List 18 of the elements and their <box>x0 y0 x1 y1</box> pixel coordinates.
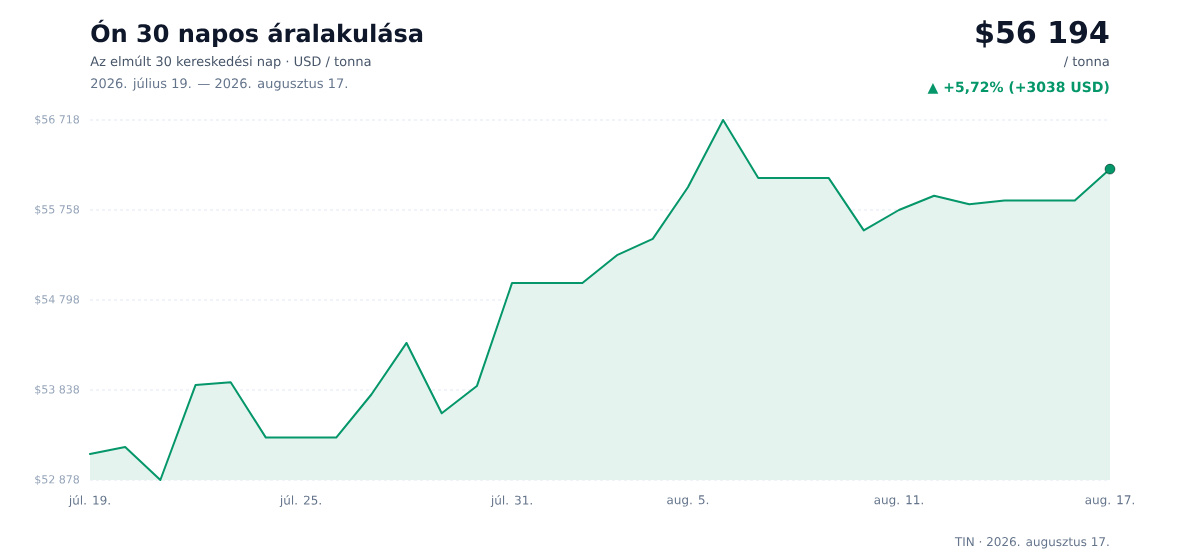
x-tick-label: aug. 5. <box>667 495 709 507</box>
x-tick-label: aug. 11. <box>874 495 923 507</box>
text: $56 194 <box>976 20 1109 48</box>
y-tick-label: $56 718 <box>35 115 80 125</box>
y-tick-label: $52 878 <box>35 475 80 485</box>
y-tick-label: $55 758 <box>35 205 80 215</box>
y-tick-label: $54 798 <box>35 295 80 305</box>
y-tick-label: $53 838 <box>35 385 80 395</box>
text: / tonna <box>1063 56 1109 68</box>
text: 2026. július 19. — 2026. augusztus 17. <box>91 77 347 91</box>
x-tick-label: aug. 17. <box>1085 495 1134 507</box>
text: TIN · 2026. augusztus 17. <box>954 537 1109 549</box>
x-tick-label: júl. 31. <box>490 494 532 508</box>
chart-subtitle: Az elmúlt 30 kereskedési nap · USD / tonna <box>90 55 371 69</box>
text: ▲ +5,72% (+3038 USD) <box>927 81 1109 94</box>
x-tick-label: júl. 19. <box>68 494 110 508</box>
x-tick-label: júl. 25. <box>279 494 321 508</box>
chart-title: Ón 30 napos áralakulása <box>91 19 423 47</box>
